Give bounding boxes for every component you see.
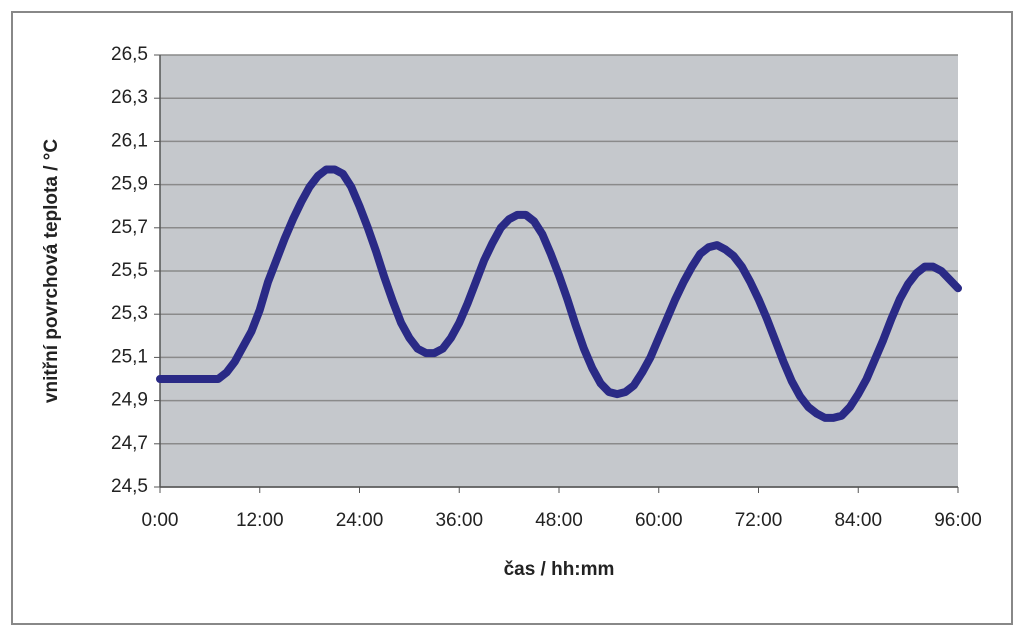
x-tick-label: 24:00 (336, 510, 384, 531)
y-tick-label: 26,5 (111, 44, 148, 65)
y-tick-label: 26,3 (111, 87, 148, 108)
y-tick-label: 25,3 (111, 303, 148, 324)
x-tick-label: 12:00 (236, 510, 284, 531)
x-tick-label: 60:00 (635, 510, 683, 531)
y-tick-label: 24,7 (111, 433, 148, 454)
x-tick-label: 0:00 (142, 510, 179, 531)
y-tick-label: 24,5 (111, 476, 148, 497)
y-tick-label: 25,7 (111, 217, 148, 238)
data-line (156, 165, 962, 422)
y-axis-title: vnitřní povrchová teplota / °C (41, 139, 62, 403)
x-axis-title: čas / hh:mm (504, 559, 615, 580)
x-tick-label: 72:00 (735, 510, 783, 531)
x-tick-label: 96:00 (934, 510, 982, 531)
y-tick-label: 25,9 (111, 174, 148, 195)
y-tick-label: 25,5 (111, 260, 148, 281)
x-tick-label: 48:00 (535, 510, 583, 531)
x-tick-label: 36:00 (435, 510, 483, 531)
y-tick-label: 24,9 (111, 390, 148, 411)
y-tick-label: 25,1 (111, 346, 148, 367)
x-tick-label: 84:00 (834, 510, 882, 531)
y-tick-label: 26,1 (111, 130, 148, 151)
